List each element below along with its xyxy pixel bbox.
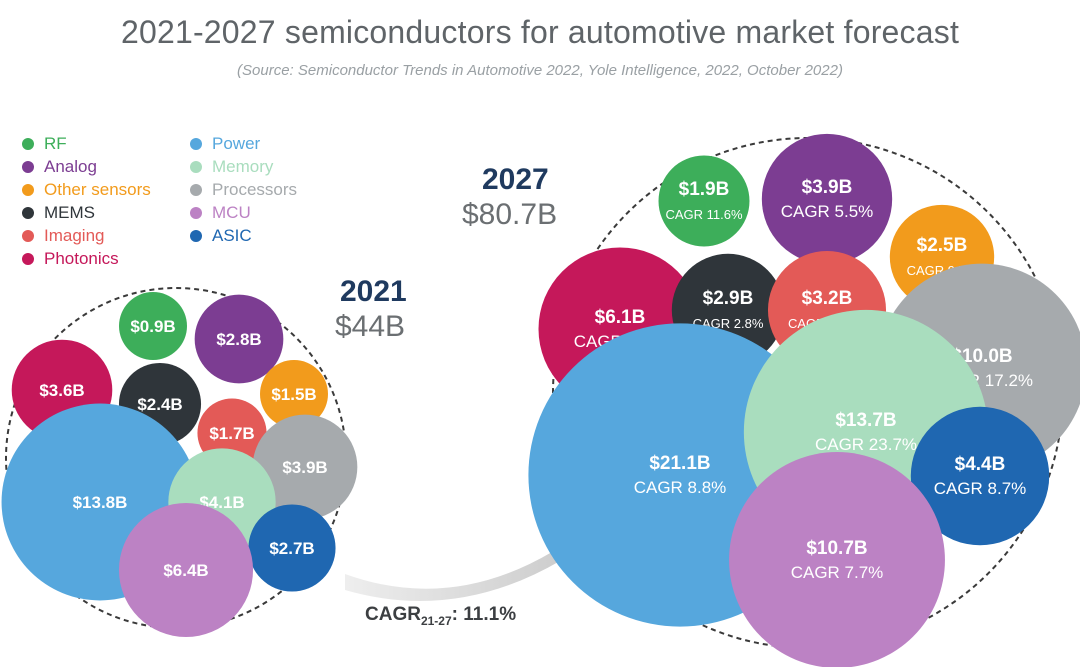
legend-dot-power: [190, 137, 202, 150]
bubble-value-2027-other-sensors: $2.5B: [917, 235, 968, 256]
legend-label-mcu: MCU: [212, 202, 251, 222]
bubble-value-2027-power: $21.1B: [649, 453, 710, 474]
bubble-2021-rf: [119, 292, 187, 360]
legend-item-processors: Processors: [190, 178, 297, 201]
legend-dot-photonics: [22, 252, 34, 265]
bubble-2021-asic: [248, 504, 336, 592]
year-2021: 2021: [340, 275, 407, 308]
bubble-value-2027-rf: $1.9B: [679, 179, 730, 200]
total-2027: $80.7B: [462, 198, 558, 231]
legend-item-mcu: MCU: [190, 201, 297, 224]
bubbles-2021: $0.9B $2.8B $3.6B $2.4B $1.5B $1.7B $3.9B $13.8…: [1, 292, 358, 638]
legend-label-asic: ASIC: [212, 225, 252, 245]
legend-item-imaging: Imaging: [22, 224, 151, 247]
legend-left: RF Analog Other sensors MEMS Imaging Photonic…: [22, 132, 151, 270]
cagr-prefix: CAGR: [365, 604, 421, 625]
bubble-2027-asic: [910, 406, 1050, 546]
bubble-value-2027-mcu: $10.7B: [806, 538, 867, 559]
bubble-2021-processors: [252, 414, 358, 520]
legend-item-analog: Analog: [22, 155, 151, 178]
bubble-cagr-2027-mcu: CAGR 7.7%: [791, 563, 884, 582]
bubble-value-2021-memory: $4.1B: [199, 493, 244, 512]
bubble-value-2021-analog: $2.8B: [216, 330, 261, 349]
bubble-cagr-2027-memory: CAGR 23.7%: [815, 435, 917, 454]
legend-label-memory: Memory: [212, 156, 274, 176]
legend-item-rf: RF: [22, 132, 151, 155]
bubble-cagr-2027-analog: CAGR 5.5%: [781, 202, 874, 221]
legend-dot-processors: [190, 183, 202, 196]
bubble-value-2027-mems: $2.9B: [703, 288, 754, 309]
bubble-cagr-2027-power: CAGR 8.8%: [634, 478, 727, 497]
bubble-2027-rf: [658, 155, 750, 247]
legend-label-other-sensors: Other sensors: [44, 179, 151, 199]
legend-dot-mems: [22, 206, 34, 219]
bubble-2027-analog: [761, 133, 893, 265]
bubble-value-2021-mcu: $6.4B: [163, 561, 208, 580]
legend-dot-rf: [22, 137, 34, 150]
bubble-value-2021-other-sensors: $1.5B: [271, 385, 316, 404]
legend-dot-other-sensors: [22, 183, 34, 196]
cagr-subscript: 21-27: [420, 613, 452, 628]
chart-title: 2021-2027 semiconductors for automotive …: [120, 14, 960, 50]
legend-item-power: Power: [190, 132, 297, 155]
bubble-value-2027-photonics: $6.1B: [595, 307, 646, 328]
bubble-value-2021-imaging: $1.7B: [209, 424, 254, 443]
bubble-value-2027-processors: $10.0B: [951, 346, 1012, 367]
bubble-value-2027-analog: $3.9B: [802, 177, 853, 198]
bubble-value-2021-power: $13.8B: [73, 493, 128, 512]
year-2027: 2027: [482, 163, 549, 196]
bubble-value-2027-memory: $13.7B: [835, 410, 896, 431]
legend-label-rf: RF: [44, 133, 67, 153]
bubble-value-2021-asic: $2.7B: [269, 539, 314, 558]
bubble-value-2027-asic: $4.4B: [955, 454, 1006, 475]
bubble-cagr-2027-asic: CAGR 8.7%: [934, 479, 1027, 498]
legend-item-memory: Memory: [190, 155, 297, 178]
bubble-2027-mcu: [729, 452, 945, 667]
legend-label-imaging: Imaging: [44, 225, 105, 245]
legend-dot-asic: [190, 229, 202, 242]
legend-label-mems: MEMS: [44, 202, 95, 222]
legend-item-asic: ASIC: [190, 224, 297, 247]
bubble-2021-mcu: [118, 502, 254, 638]
legend-label-analog: Analog: [44, 156, 97, 176]
bubble-value-2021-mems: $2.4B: [137, 395, 182, 414]
cagr-value: : 11.1%: [451, 604, 517, 625]
legend-label-power: Power: [212, 133, 261, 153]
legend-right: Power Memory Processors MCU ASIC: [190, 132, 297, 247]
overall-cagr-label: CAGR21-27: 11.1%: [365, 604, 516, 628]
bubble-2021-analog: [194, 294, 284, 384]
legend-dot-analog: [22, 160, 34, 173]
chart-subtitle: (Source: Semiconductor Trends in Automot…: [237, 62, 843, 79]
legend-dot-mcu: [190, 206, 202, 219]
legend-item-other-sensors: Other sensors: [22, 178, 151, 201]
bubble-2021-other-sensors: [260, 360, 328, 428]
legend-item-photonics: Photonics: [22, 247, 151, 270]
legend-label-photonics: Photonics: [44, 248, 119, 268]
bubble-value-2021-rf: $0.9B: [130, 317, 175, 336]
bubble-value-2021-photonics: $3.6B: [39, 381, 84, 400]
legend-item-mems: MEMS: [22, 201, 151, 224]
legend-dot-imaging: [22, 229, 34, 242]
bubble-cagr-2027-rf: CAGR 11.6%: [665, 207, 743, 222]
total-2021: $44B: [335, 310, 406, 343]
legend-dot-memory: [190, 160, 202, 173]
bubble-value-2027-imaging: $3.2B: [802, 288, 853, 309]
legend-label-processors: Processors: [212, 179, 298, 199]
bubble-value-2021-processors: $3.9B: [282, 458, 327, 477]
